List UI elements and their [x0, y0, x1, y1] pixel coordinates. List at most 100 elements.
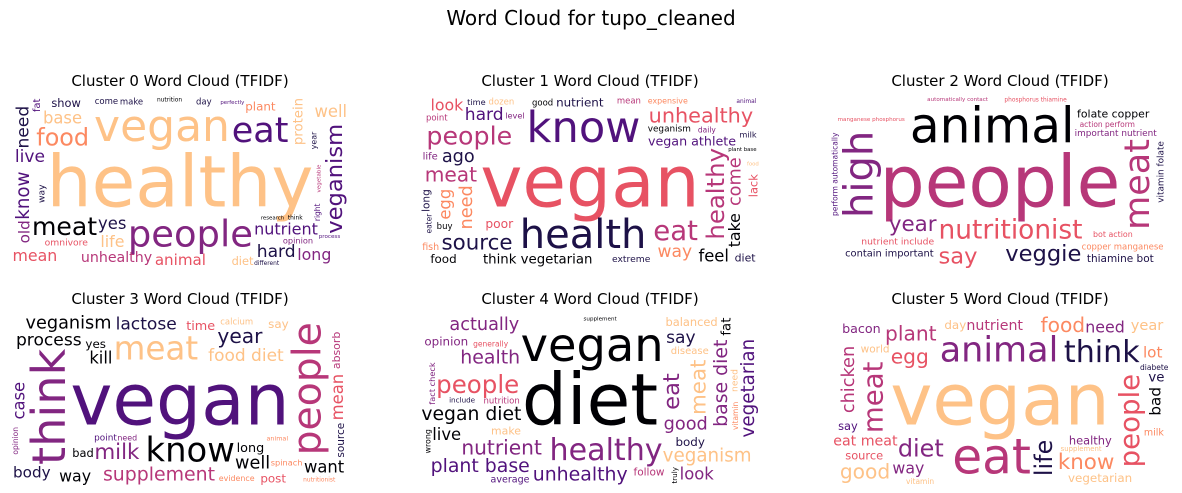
cloud-word: supplement — [103, 463, 215, 485]
cloud-word: animal — [155, 251, 206, 268]
cloud-word: lactose — [116, 315, 177, 335]
cloud-word: nutrient include — [861, 236, 934, 247]
cluster-4-title: Cluster 4 Word Cloud (TFIDF) — [481, 290, 699, 308]
cloud-word: vegan — [521, 318, 664, 372]
cloud-word: year — [310, 131, 319, 149]
cloud-word: well — [235, 454, 270, 474]
cloud-word: nutrient — [461, 436, 542, 460]
cloud-word: plant — [245, 100, 276, 114]
cloud-word: automatically contact — [927, 97, 989, 103]
cloud-word: plant base — [431, 455, 530, 477]
cloud-word: truly — [670, 466, 679, 483]
cloud-word: food — [36, 123, 89, 151]
cloud-word: ago — [442, 147, 475, 167]
cloud-word: think — [1064, 335, 1140, 370]
cloud-word: good — [664, 415, 708, 435]
cloud-word: vitamin — [731, 402, 740, 430]
cloud-word: year — [889, 212, 937, 237]
cloud-word: expensive — [648, 97, 688, 106]
cloud-word: chicken — [839, 346, 859, 413]
cloud-word: good — [840, 460, 890, 484]
cloud-word: research — [261, 215, 284, 221]
cloud-word: vegan — [890, 359, 1109, 442]
cloud-word: fact check — [427, 362, 437, 404]
cloud-word: say — [666, 328, 696, 348]
cloud-word: health — [460, 346, 520, 368]
cloud-word: eat meat — [833, 434, 898, 450]
cloud-word: milk — [739, 130, 757, 140]
cluster-3-title: Cluster 3 Word Cloud (TFIDF) — [71, 290, 289, 308]
cloud-word: need — [730, 369, 741, 392]
cloud-word: healthy — [701, 148, 730, 240]
cloud-word: disease — [671, 346, 709, 357]
cloud-word: plant base — [728, 147, 757, 153]
cloud-word: body — [13, 464, 51, 482]
cloud-word: diet — [522, 359, 658, 442]
cloud-word: animal — [910, 99, 1075, 155]
cloud-word: diet — [232, 254, 254, 268]
cloud-word: nutrient — [254, 220, 318, 239]
cloud-word: meat — [856, 361, 889, 433]
cloud-word: meat — [687, 360, 712, 416]
cloud-word: yes — [85, 337, 106, 351]
cloud-word: food diet — [208, 346, 284, 366]
cloud-word: manganese phosphorus — [838, 117, 905, 123]
cloud-word: generally — [473, 340, 509, 349]
cloud-word: supplement — [1061, 445, 1102, 453]
cloud-word: eat — [232, 111, 289, 151]
cloud-word: balanced — [666, 315, 718, 329]
cloud-word: right — [313, 203, 322, 221]
cloud-word: point — [426, 114, 448, 124]
cloud-word: post — [260, 471, 286, 485]
cloud-word: food — [1040, 314, 1085, 337]
cloud-word: people — [426, 121, 512, 150]
cloud-word: veganism — [648, 125, 691, 135]
cloud-word: diet — [898, 435, 944, 463]
cloud-word: wrong — [424, 429, 433, 453]
cloud-word: body — [675, 435, 704, 449]
cloud-word: level — [505, 110, 524, 120]
cloud-word: take — [725, 213, 744, 247]
cloud-word: want — [304, 458, 345, 477]
cloud-word: food — [430, 252, 456, 266]
cloud-word: know — [13, 171, 34, 219]
cloud-word: protein — [292, 98, 307, 145]
cluster-0-title: Cluster 0 Word Cloud (TFIDF) — [71, 72, 289, 90]
cloud-word: people — [128, 213, 253, 256]
cloud-word: opinion — [11, 427, 20, 455]
cloud-word: opinion — [283, 235, 313, 245]
cloud-word: poor — [485, 217, 514, 231]
cloud-word: need — [117, 433, 137, 442]
cloud-word: omnivore — [45, 238, 89, 249]
cloud-word: hard — [465, 105, 504, 125]
cloud-word: old — [16, 220, 34, 243]
cloud-word: nutrient — [556, 96, 604, 110]
cloud-word: food — [747, 162, 759, 168]
cloud-word: lack — [747, 174, 761, 197]
cloud-word: veganism — [663, 445, 752, 466]
cloud-word: meat — [1118, 139, 1158, 230]
cloud-word: day — [944, 318, 966, 332]
cloud-word: life — [1030, 440, 1058, 476]
cluster-0-cloud: healthy vegan people eat meat food veganism nut… — [10, 96, 350, 268]
cloud-word: nutritionist — [939, 214, 1083, 245]
cloud-word: perform automatically — [831, 132, 840, 216]
cloud-word: meat — [425, 163, 477, 187]
cloud-word: think — [22, 349, 76, 465]
cloud-word: mean — [12, 246, 57, 265]
cluster-5-cloud: vegan eat animal think meat people life diet kno… — [830, 314, 1170, 486]
cloud-word: come — [95, 97, 118, 107]
cluster-1-cloud: vegan know health unhealthy people healthy veg… — [420, 96, 760, 268]
cluster-1-cloud-svg: veganknowhealthunhealthypeoplehealthyveg… — [420, 96, 760, 268]
cluster-2-cloud: people animal high meat nutritionist veggie sa… — [830, 96, 1170, 268]
cloud-word: think — [288, 216, 303, 222]
cloud-word: life — [100, 232, 124, 251]
cloud-word: unhealthy — [81, 250, 152, 266]
cloud-word: source — [441, 230, 512, 255]
cloud-word: eat — [659, 373, 685, 410]
cloud-word: bacon — [842, 321, 881, 336]
cloud-word: vegan — [70, 359, 289, 442]
cloud-word: people — [1113, 374, 1146, 468]
cloud-word: meat — [32, 212, 97, 241]
